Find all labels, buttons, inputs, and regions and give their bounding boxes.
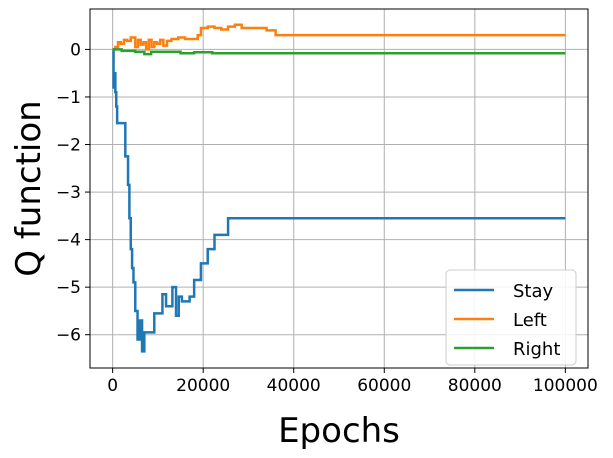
y-tick-label: −5: [56, 278, 81, 298]
y-tick-label: −2: [56, 136, 81, 156]
y-tick-label: 0: [70, 40, 81, 60]
legend-label-right: Right: [513, 339, 560, 360]
y-axis-title: Q function: [9, 100, 49, 276]
x-axis-title: Epochs: [278, 411, 400, 451]
legend-label-stay: Stay: [513, 281, 554, 302]
grid: [90, 9, 588, 368]
plot-frame: [89, 8, 589, 369]
legend-label-left: Left: [513, 310, 547, 331]
x-tick-label: 80000: [448, 376, 502, 396]
y-tick-label: −3: [56, 183, 81, 203]
x-tick-label: 0: [107, 376, 118, 396]
x-tick-label: 100000: [533, 376, 598, 396]
y-tick-label: −6: [56, 326, 81, 346]
y-tick-label: −4: [56, 231, 81, 251]
x-tick-label: 40000: [267, 376, 321, 396]
y-tick-label: −1: [56, 88, 81, 108]
series-line-stay: [112, 48, 566, 353]
legend-box: [445, 269, 577, 366]
x-tick-label: 20000: [176, 376, 230, 396]
x-tick-label: 60000: [357, 376, 411, 396]
series-line-right: [112, 48, 566, 56]
series-line-left: [112, 23, 566, 51]
legend: Stay Left Right: [445, 269, 577, 366]
ticks: 0 20000 40000 60000 80000 100000 0 −1 −2 −3 −4 −5 −6: [56, 40, 598, 396]
series-layer: [112, 23, 566, 353]
